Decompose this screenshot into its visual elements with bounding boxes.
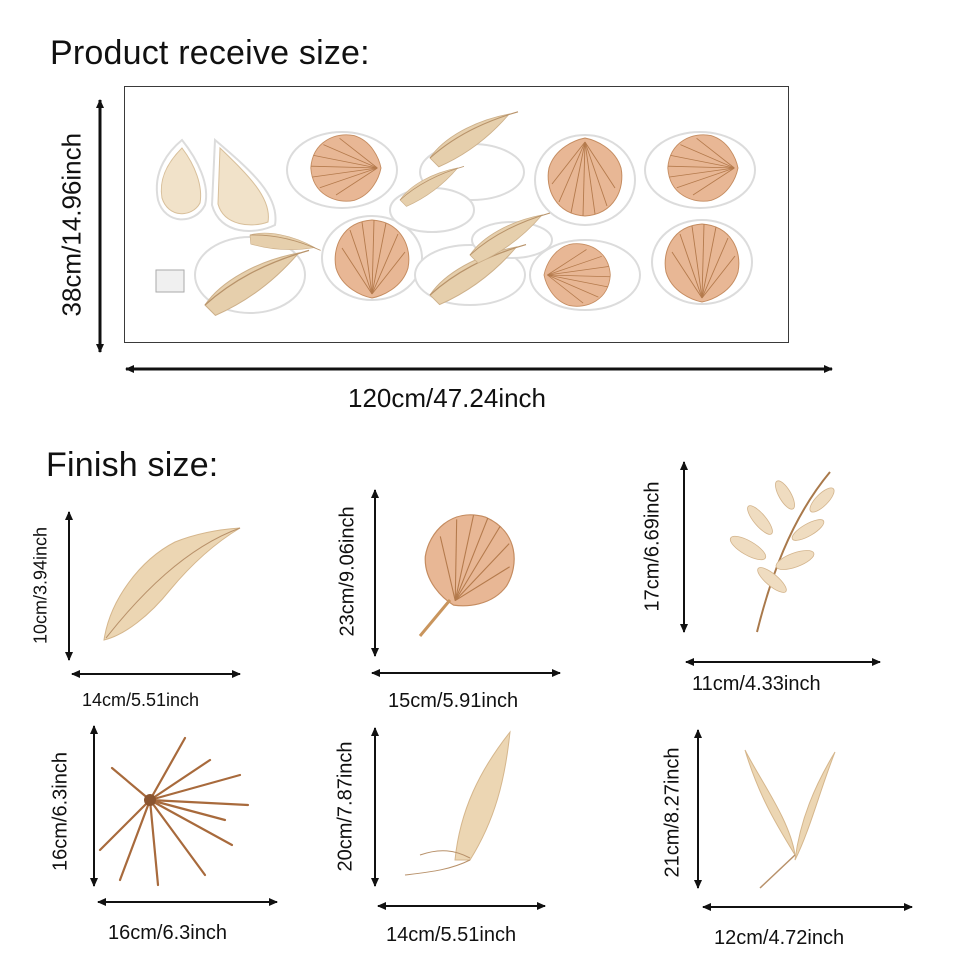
palm-spear-width-label: 15cm/5.91inch	[388, 690, 519, 712]
sheet-stickers	[155, 111, 756, 317]
product-receive-title: Product receive size:	[50, 34, 370, 72]
palm-spear-height-label: 23cm/9.06inch	[336, 506, 359, 637]
double-pampas-illustration	[744, 749, 836, 889]
pampas-feather-width-label: 14cm/5.51inch	[82, 690, 200, 710]
leafy-branch-illustration	[729, 471, 835, 633]
fan-palm-height-label: 16cm/6.3inch	[49, 752, 72, 871]
sheet-height-label: 38cm/14.96inch	[56, 132, 87, 317]
pampas-wisp-height-label: 20cm/7.87inch	[334, 741, 357, 872]
sheet-width-label: 120cm/47.24inch	[348, 383, 547, 413]
double-pampas-height-label: 21cm/8.27inch	[661, 747, 684, 878]
sheet-label-tag	[155, 269, 185, 293]
pampas-feather-height-label: 10cm/3.94inch	[30, 526, 51, 645]
pampas-wisp-illustration	[404, 730, 511, 876]
fan-palm-illustration	[98, 736, 250, 887]
leafy-branch-height-label: 17cm/6.69inch	[641, 481, 664, 612]
pampas-wisp-width-label: 14cm/5.51inch	[386, 924, 517, 946]
pampas-feather-illustration	[103, 527, 241, 641]
leafy-branch-width-label: 11cm/4.33inch	[692, 673, 821, 695]
palm-spear-illustration	[411, 501, 528, 637]
double-pampas-width-label: 12cm/4.72inch	[714, 927, 845, 949]
fan-palm-width-label: 16cm/6.3inch	[108, 922, 227, 944]
finish-size-title: Finish size:	[46, 446, 219, 484]
